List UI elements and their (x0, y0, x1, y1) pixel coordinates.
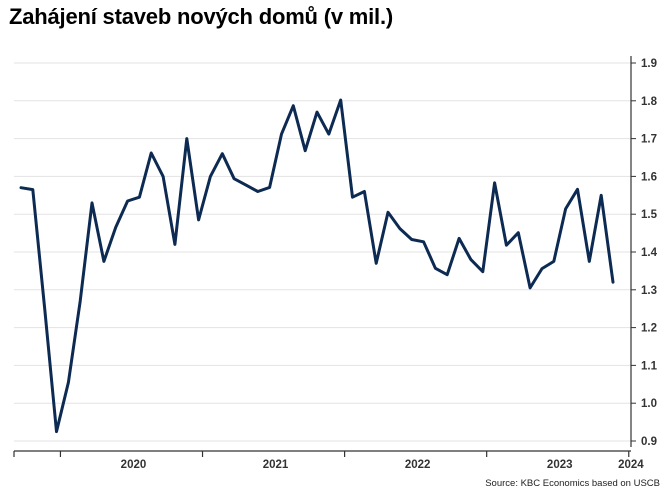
y-tick-label: 1.5 (641, 209, 658, 221)
y-tick-label: 1.7 (641, 134, 657, 146)
x-axis-ticks: 2020 2021 2022 2023 2024 (13, 451, 644, 471)
x-tick-label: 2023 (547, 459, 573, 471)
source-note: Source: KBC Economics based on USCB (485, 478, 660, 489)
y-tick-label: 1.8 (641, 96, 658, 108)
x-tick-label: 2022 (405, 459, 431, 471)
y-tick-label: 1.3 (641, 285, 657, 297)
y-tick-label: 1.1 (641, 360, 658, 372)
series-line (19, 98, 615, 434)
y-tick-label: 0.9 (641, 436, 657, 448)
grid-lines (14, 62, 631, 442)
y-axis-ticks: 0.9 1.0 1.1 1.2 1.3 1.4 1.5 1.6 1.7 1.8 1.9 (631, 58, 658, 448)
x-tick-label: 2024 (618, 459, 644, 471)
chart-title: Zahájení staveb nových domů (v mil.) (9, 4, 393, 29)
x-tick-label: 2021 (263, 459, 289, 471)
y-tick-label: 1.0 (641, 398, 657, 410)
y-tick-label: 1.9 (641, 58, 657, 70)
y-tick-label: 1.2 (641, 323, 657, 335)
x-tick-label: 2020 (121, 459, 147, 471)
y-tick-label: 1.4 (641, 247, 658, 259)
y-tick-label: 1.6 (641, 171, 657, 183)
